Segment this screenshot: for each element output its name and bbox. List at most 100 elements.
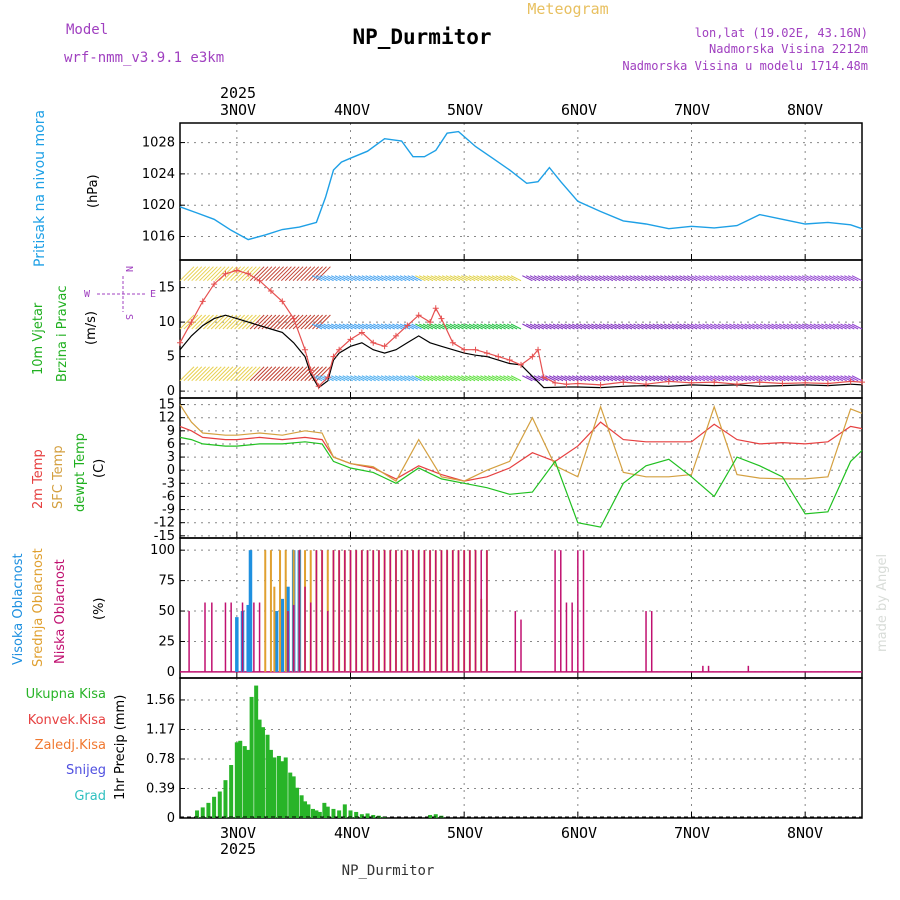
wind-barb-2-54 xyxy=(729,275,740,282)
wind-barb-2-51 xyxy=(717,275,729,282)
wind-gust-marker-0 xyxy=(177,339,183,346)
precip-bar-42 xyxy=(428,814,433,818)
wind-barb-5-48 xyxy=(706,323,717,330)
wind-gust-marker-12 xyxy=(307,367,314,374)
wind-gust-marker-9 xyxy=(279,298,286,305)
wind-barb-2-16 xyxy=(583,275,594,282)
precip-bar-11 xyxy=(249,696,254,818)
wind-barb-8-6 xyxy=(545,375,556,382)
precip-bar-39 xyxy=(371,814,376,818)
x-tick-bottom-2: 5NOV xyxy=(447,824,483,842)
wind-barb-7-41 xyxy=(468,375,480,382)
wind-barb-5-0 xyxy=(522,323,533,330)
wind-barb-1-8 xyxy=(342,275,353,282)
wind-barb-5-37 xyxy=(663,323,675,330)
wind-barb-1-23 xyxy=(399,275,411,282)
precip-bar-13 xyxy=(257,719,262,818)
cloud-title-low: Niska Oblacnost xyxy=(53,559,68,664)
wind-barb-2-27 xyxy=(625,275,637,282)
wind-barb-4-41 xyxy=(468,323,480,330)
precip-bar-10 xyxy=(246,749,251,818)
wind-barb-1-1 xyxy=(315,275,327,282)
wind-barb-8-35 xyxy=(656,375,667,382)
wind-barb-8-15 xyxy=(579,375,591,382)
wind-barb-4-15 xyxy=(369,323,380,330)
pressure-ylabel: (hPa) xyxy=(86,174,101,208)
precip-bar-7 xyxy=(234,742,239,818)
cloud-low-bar-37 xyxy=(452,550,454,672)
wind-barb-2-41 xyxy=(679,275,690,282)
wind-barb-7-16 xyxy=(373,375,384,382)
precip-bar-30 xyxy=(322,802,327,818)
wind-barb-1-41 xyxy=(468,275,480,282)
wind-barb-7-48 xyxy=(495,375,506,382)
wind-barb-6-0 xyxy=(179,366,195,382)
cloud-low-bar-49 xyxy=(571,602,573,672)
wind-barb-4-10 xyxy=(350,323,361,330)
precip-bar-4 xyxy=(217,791,222,818)
wind-gust-marker-10 xyxy=(290,315,297,322)
wind-barb-5-81 xyxy=(832,323,844,330)
x-tick-top-4: 7NOV xyxy=(674,101,710,119)
wind-barb-5-5 xyxy=(541,323,552,330)
y-tick-label-wind-2: 10 xyxy=(158,315,175,330)
wind-barb-1-43 xyxy=(476,275,487,282)
wind-barb-8-13 xyxy=(571,375,583,382)
wind-barb-2-11 xyxy=(564,275,575,282)
wind-barb-6-11 xyxy=(222,366,238,382)
wind-barb-8-14 xyxy=(575,375,587,382)
wind-barb-6-26 xyxy=(280,366,296,382)
wind-barb-1-30 xyxy=(426,275,438,282)
wind-barb-0-11 xyxy=(222,266,238,282)
wind-barb-1-39 xyxy=(461,275,472,282)
x-axis-bottom: 3NOV 4NOV 5NOV 6NOV 7NOV 8NOV xyxy=(220,824,823,842)
wind-barb-7-25 xyxy=(407,375,418,382)
wind-barb-2-21 xyxy=(602,275,614,282)
wind-barb-6-8 xyxy=(210,366,226,382)
cloud-low-bar-20 xyxy=(355,550,357,672)
wind-gust-marker-19 xyxy=(370,339,377,346)
wind-gust-marker-27 xyxy=(449,339,456,346)
wind-gust-marker-46 xyxy=(733,381,740,388)
cloud-ylabel: (%) xyxy=(92,598,107,621)
wind-barb-2-57 xyxy=(740,275,752,282)
wind-barb-1-24 xyxy=(403,275,415,282)
wind-barb-4-33 xyxy=(438,323,449,330)
y-tick-label-temperature-9: 12 xyxy=(158,411,175,426)
wind-gust-marker-15 xyxy=(330,353,337,360)
wind-barb-5-42 xyxy=(683,323,694,330)
wind-barb-2-28 xyxy=(629,275,640,282)
cloud-low-bar-12 xyxy=(309,602,312,672)
y-tick-label-pressure-3: 1028 xyxy=(142,136,175,151)
wind-barb-6-7 xyxy=(206,366,222,382)
wind-barb-5-40 xyxy=(675,323,686,330)
wind-barb-2-12 xyxy=(568,275,579,282)
cloud-low-bar-21 xyxy=(361,550,363,672)
wind-barb-2-82 xyxy=(836,275,847,282)
cloud-low-bar-27 xyxy=(395,550,397,672)
wind-barb-2-46 xyxy=(698,275,709,282)
wind-barb-2-17 xyxy=(587,275,598,282)
wind-barb-5-53 xyxy=(725,323,736,330)
wind-barb-3-25 xyxy=(277,314,292,330)
wind-barb-2-30 xyxy=(637,275,648,282)
precip-bar-43 xyxy=(433,814,438,818)
wind-barb-1-36 xyxy=(449,275,461,282)
cloud-high-bar-3 xyxy=(248,550,253,672)
wind-barb-5-14 xyxy=(575,323,587,330)
y-tick-label-precip-3: 1.17 xyxy=(146,722,175,737)
wind-barb-5-16 xyxy=(583,323,594,330)
wind-barb-4-6 xyxy=(334,323,346,330)
temp-title-dewpt: dewpt Temp xyxy=(73,433,88,512)
wind-barb-4-40 xyxy=(464,323,476,330)
wind-barb-4-4 xyxy=(327,323,338,330)
wind-barb-8-19 xyxy=(594,375,606,382)
wind-barb-2-6 xyxy=(545,275,556,282)
wind-barb-2-1 xyxy=(525,275,537,282)
wind-barb-6-4 xyxy=(195,366,210,382)
wind-barb-6-17 xyxy=(245,366,261,382)
wind-barb-4-42 xyxy=(472,323,483,330)
wind-barb-1-2 xyxy=(319,275,330,282)
wind-barb-7-35 xyxy=(445,375,457,382)
wind-barb-2-84 xyxy=(844,275,855,282)
